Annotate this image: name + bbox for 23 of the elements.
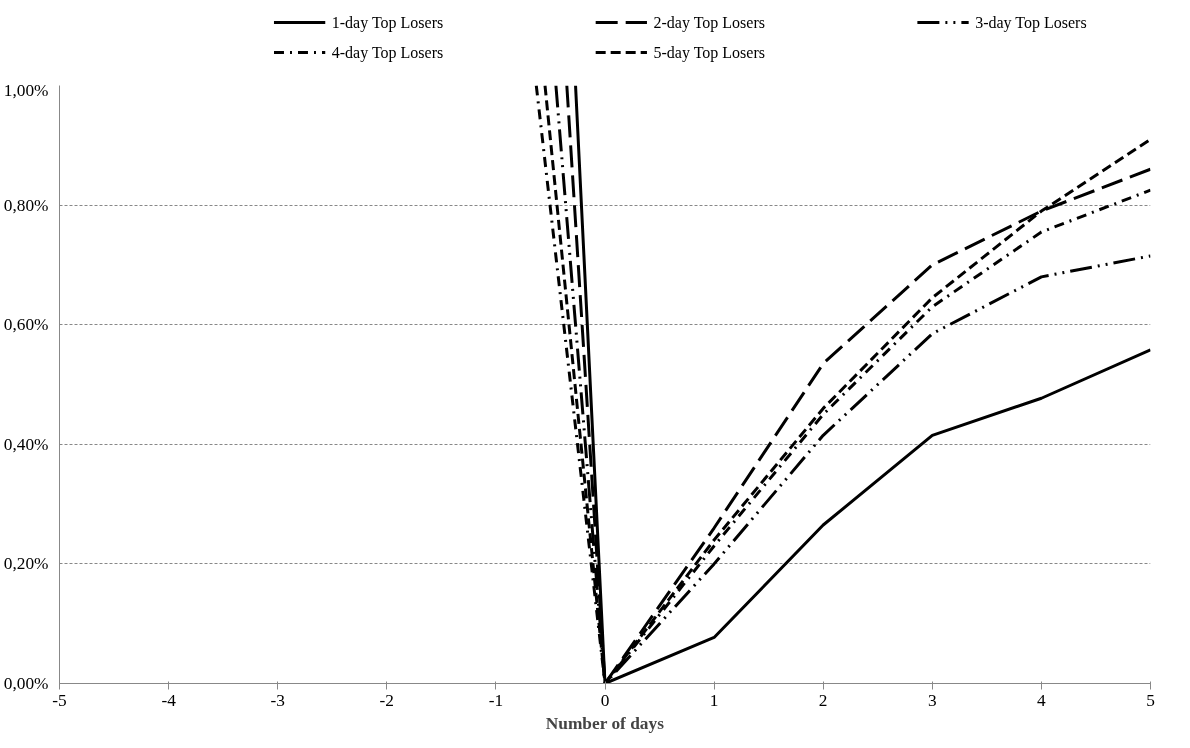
x-tick-label: -4 <box>161 690 177 710</box>
y-tick-label: 0,80% <box>3 195 49 215</box>
y-tick-label: 0,40% <box>3 434 49 454</box>
x-tick-label: 4 <box>1037 690 1047 710</box>
x-axis-title: Number of days <box>545 713 665 733</box>
y-tick-label: 1,00% <box>3 80 49 100</box>
x-tick-label: -2 <box>379 690 395 710</box>
legend-label: 2-day Top Losers <box>653 14 765 32</box>
x-tick-label: 2 <box>818 690 828 710</box>
y-tick-label: 0,20% <box>3 554 49 574</box>
legend-label: 5-day Top Losers <box>653 44 765 62</box>
legend-label: 4-day Top Losers <box>331 44 444 62</box>
x-tick-label: 1 <box>709 690 719 710</box>
x-tick-label: 5 <box>1146 690 1155 710</box>
x-tick-label: 0 <box>600 690 610 710</box>
x-tick-label: -5 <box>52 690 67 710</box>
y-tick-label: 0,60% <box>3 315 49 335</box>
x-tick-label: -3 <box>270 690 285 710</box>
x-tick-label: -1 <box>488 690 504 710</box>
y-tick-label: 0,00% <box>3 674 49 693</box>
legend-label: 3-day Top Losers <box>975 14 1087 32</box>
legend-label: 1-day Top Losers <box>331 14 444 32</box>
x-tick-label: 3 <box>927 690 937 710</box>
